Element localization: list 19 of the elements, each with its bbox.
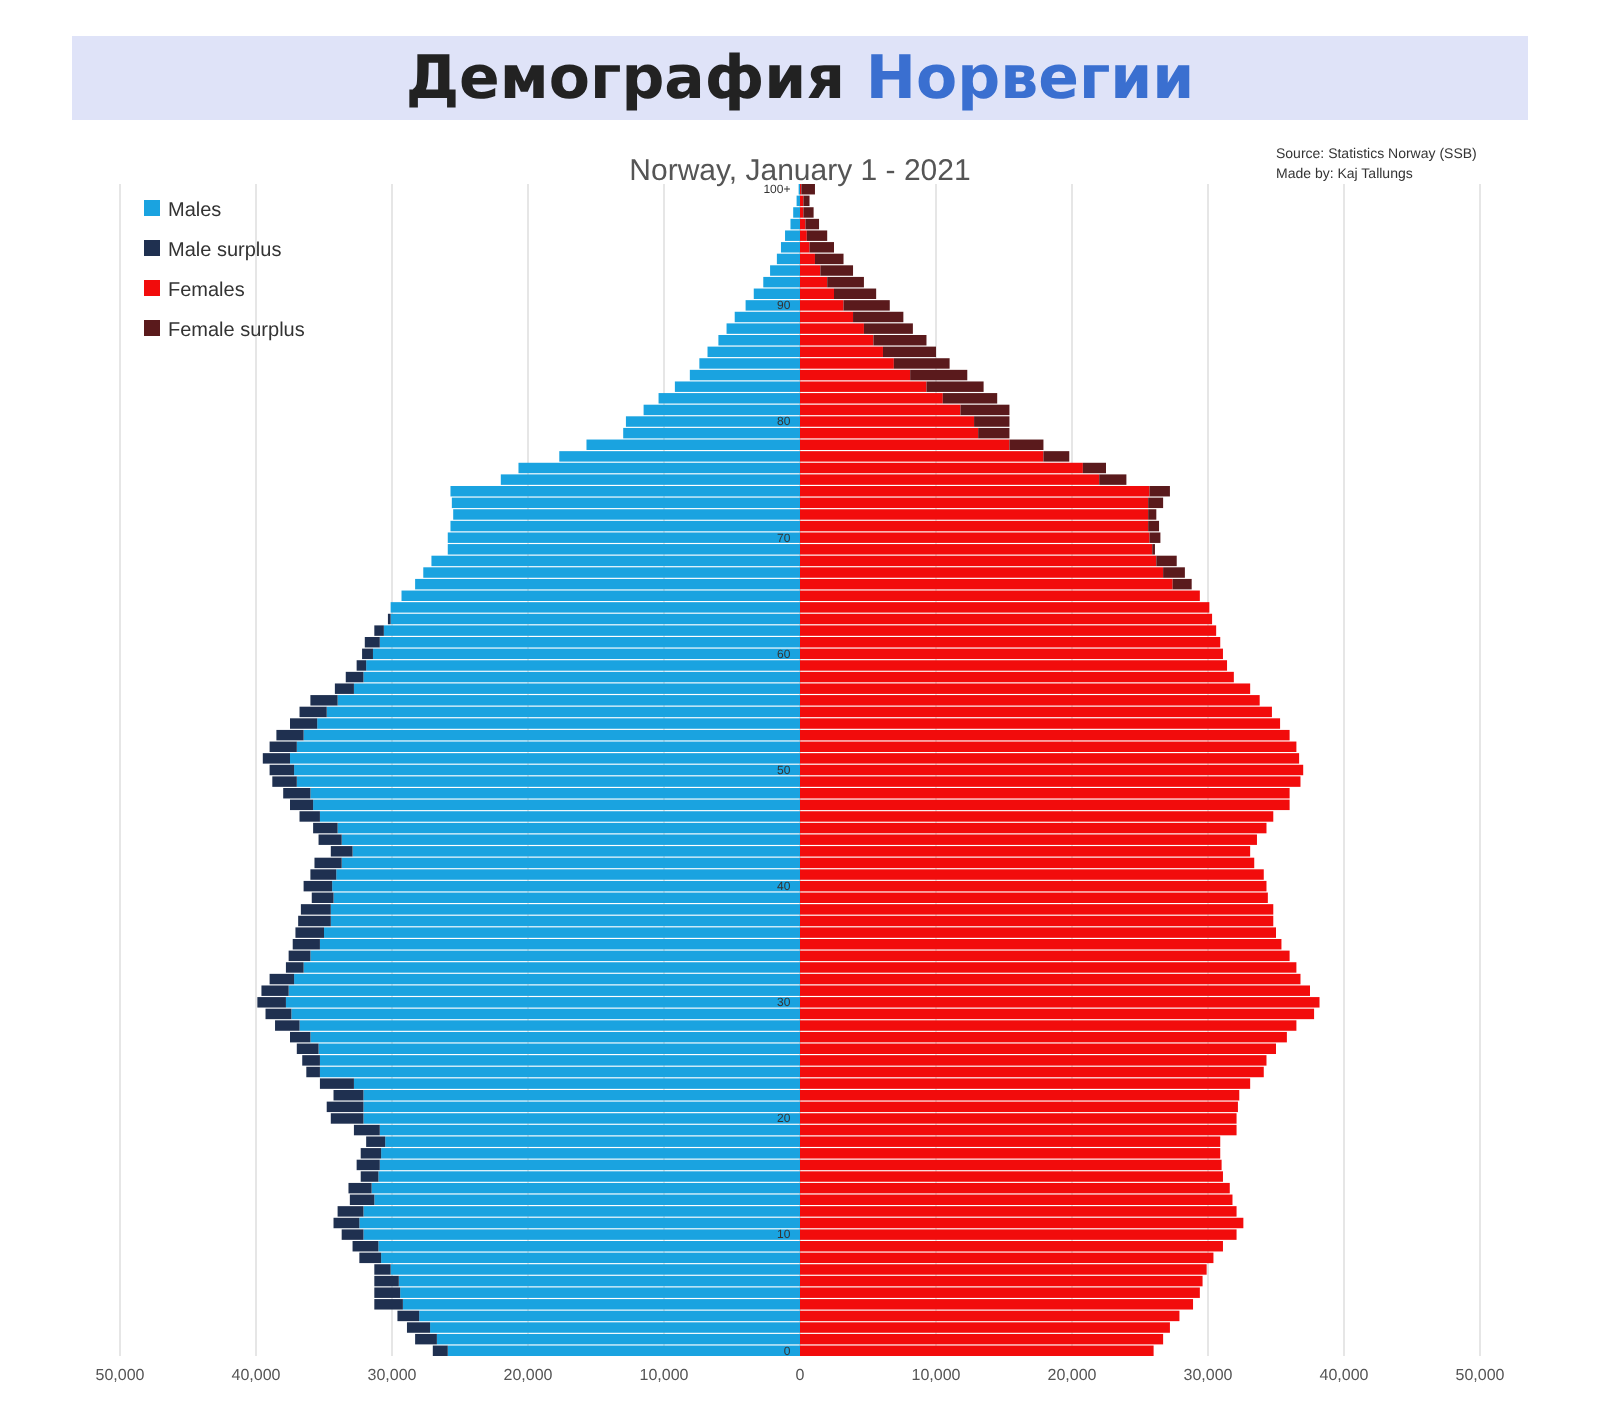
x-tick-label: 30,000	[1183, 1365, 1234, 1384]
x-tick-label: 10,000	[911, 1365, 962, 1384]
bar	[1043, 451, 1070, 462]
x-tick-label: 40,000	[231, 1365, 282, 1384]
legend-label: Females	[168, 280, 245, 302]
chart-title: Демография Норвегии	[405, 44, 1195, 114]
x-tick-label: 50,000	[95, 1365, 146, 1384]
legend-label: Male surplus	[168, 240, 282, 262]
legend-label: Female surplus	[168, 320, 305, 342]
x-tick-label: 50,000	[1455, 1365, 1506, 1384]
x-tick-label: 10,000	[639, 1365, 690, 1384]
x-tick-label: 40,000	[1319, 1365, 1370, 1384]
bar	[1009, 439, 1044, 450]
chart-subtitle: Norway, January 1 - 2021	[629, 154, 971, 188]
x-tick-label: 20,000	[1047, 1365, 1098, 1384]
x-tick-label: 0	[795, 1365, 806, 1384]
x-tick-label: 30,000	[367, 1365, 418, 1384]
x-tick-label: 20,000	[503, 1365, 554, 1384]
legend-label: Males	[168, 200, 222, 222]
